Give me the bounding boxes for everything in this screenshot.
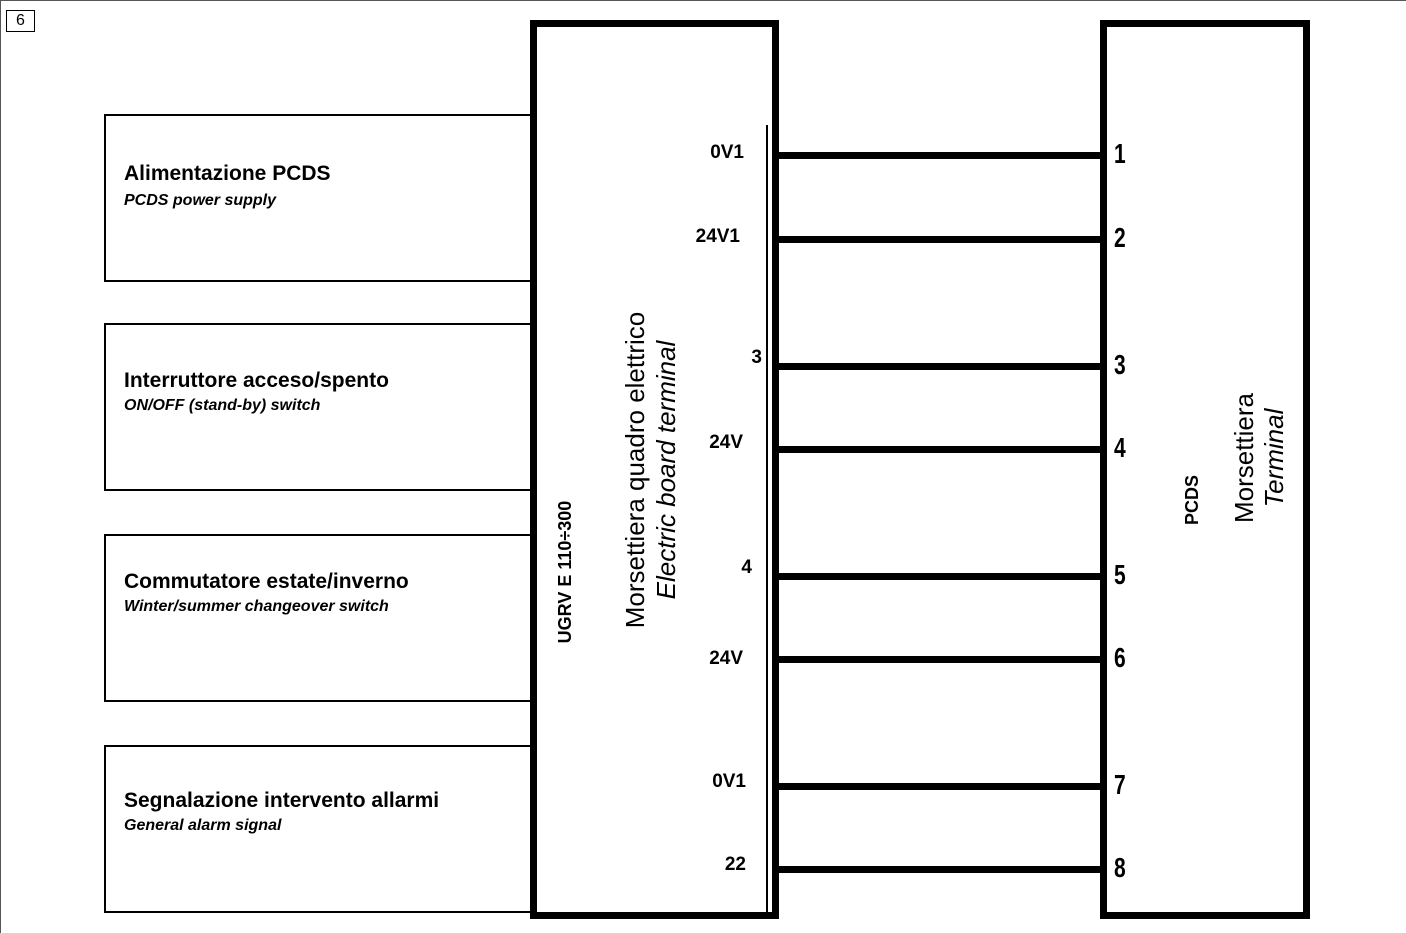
terminal-label-left: 3	[751, 347, 762, 368]
terminal-label-left: 22	[724, 854, 746, 875]
wire-1	[779, 152, 1100, 159]
function-label-en: PCDS power supply	[124, 192, 277, 209]
left-board-title-en: Electric board terminal	[651, 340, 681, 600]
function-label-it: Commutatore estate/inverno	[124, 570, 409, 593]
pcds-terminal-number: 7	[1114, 769, 1126, 800]
terminal-label-left: 0V1	[710, 142, 744, 163]
page-number: 6	[6, 10, 35, 32]
wire-3	[779, 363, 1100, 370]
pcds-terminal-number: 3	[1114, 349, 1126, 380]
terminal-label-left: 24V	[709, 432, 743, 453]
pcds-terminal-number: 2	[1114, 222, 1126, 253]
function-label-it: Segnalazione intervento allarmi	[124, 789, 440, 812]
function-box-alarm: Segnalazione intervento allarmi General …	[104, 745, 530, 913]
function-label-en: General alarm signal	[124, 817, 282, 834]
wire-4	[779, 446, 1100, 453]
terminal-label-left: 24V1	[695, 226, 740, 247]
function-label-en: Winter/summer changeover switch	[124, 598, 389, 615]
left-board-title-it: Morsettiera quadro elettrico	[620, 311, 650, 629]
function-box-power: Alimentazione PCDS PCDS power supply	[104, 114, 530, 282]
wire-7	[779, 783, 1100, 790]
pcds-terminal	[1100, 20, 1310, 919]
wire-8	[779, 866, 1100, 873]
terminal-label-left: 4	[741, 557, 752, 578]
pcds-terminal-number: 4	[1114, 432, 1126, 463]
pcds-terminal-number: 8	[1114, 852, 1126, 883]
electric-board-terminal	[530, 20, 779, 919]
function-label-it: Interruttore acceso/spento	[124, 369, 389, 392]
right-board-title-en: Terminal	[1259, 408, 1289, 508]
pcds-terminal-number: 1	[1114, 138, 1126, 169]
function-box-onoff: Interruttore acceso/spento ON/OFF (stand…	[104, 323, 530, 491]
left-board-model: UGRV E 110÷300	[555, 500, 575, 644]
wire-5	[779, 573, 1100, 580]
terminal-label-left: 0V1	[712, 771, 746, 792]
terminal-strip-line	[766, 125, 768, 919]
function-box-changeover: Commutatore estate/inverno Winter/summer…	[104, 534, 530, 702]
function-label-en: ON/OFF (stand-by) switch	[124, 397, 321, 414]
function-label-it: Alimentazione PCDS	[124, 162, 331, 185]
pcds-terminal-number: 6	[1114, 642, 1126, 673]
pcds-terminal-number: 5	[1114, 559, 1126, 590]
right-board-model: PCDS	[1182, 475, 1202, 526]
wire-2	[779, 236, 1100, 243]
right-board-title-it: Morsettiera	[1229, 392, 1259, 524]
wire-6	[779, 656, 1100, 663]
terminal-label-left: 24V	[709, 648, 743, 669]
